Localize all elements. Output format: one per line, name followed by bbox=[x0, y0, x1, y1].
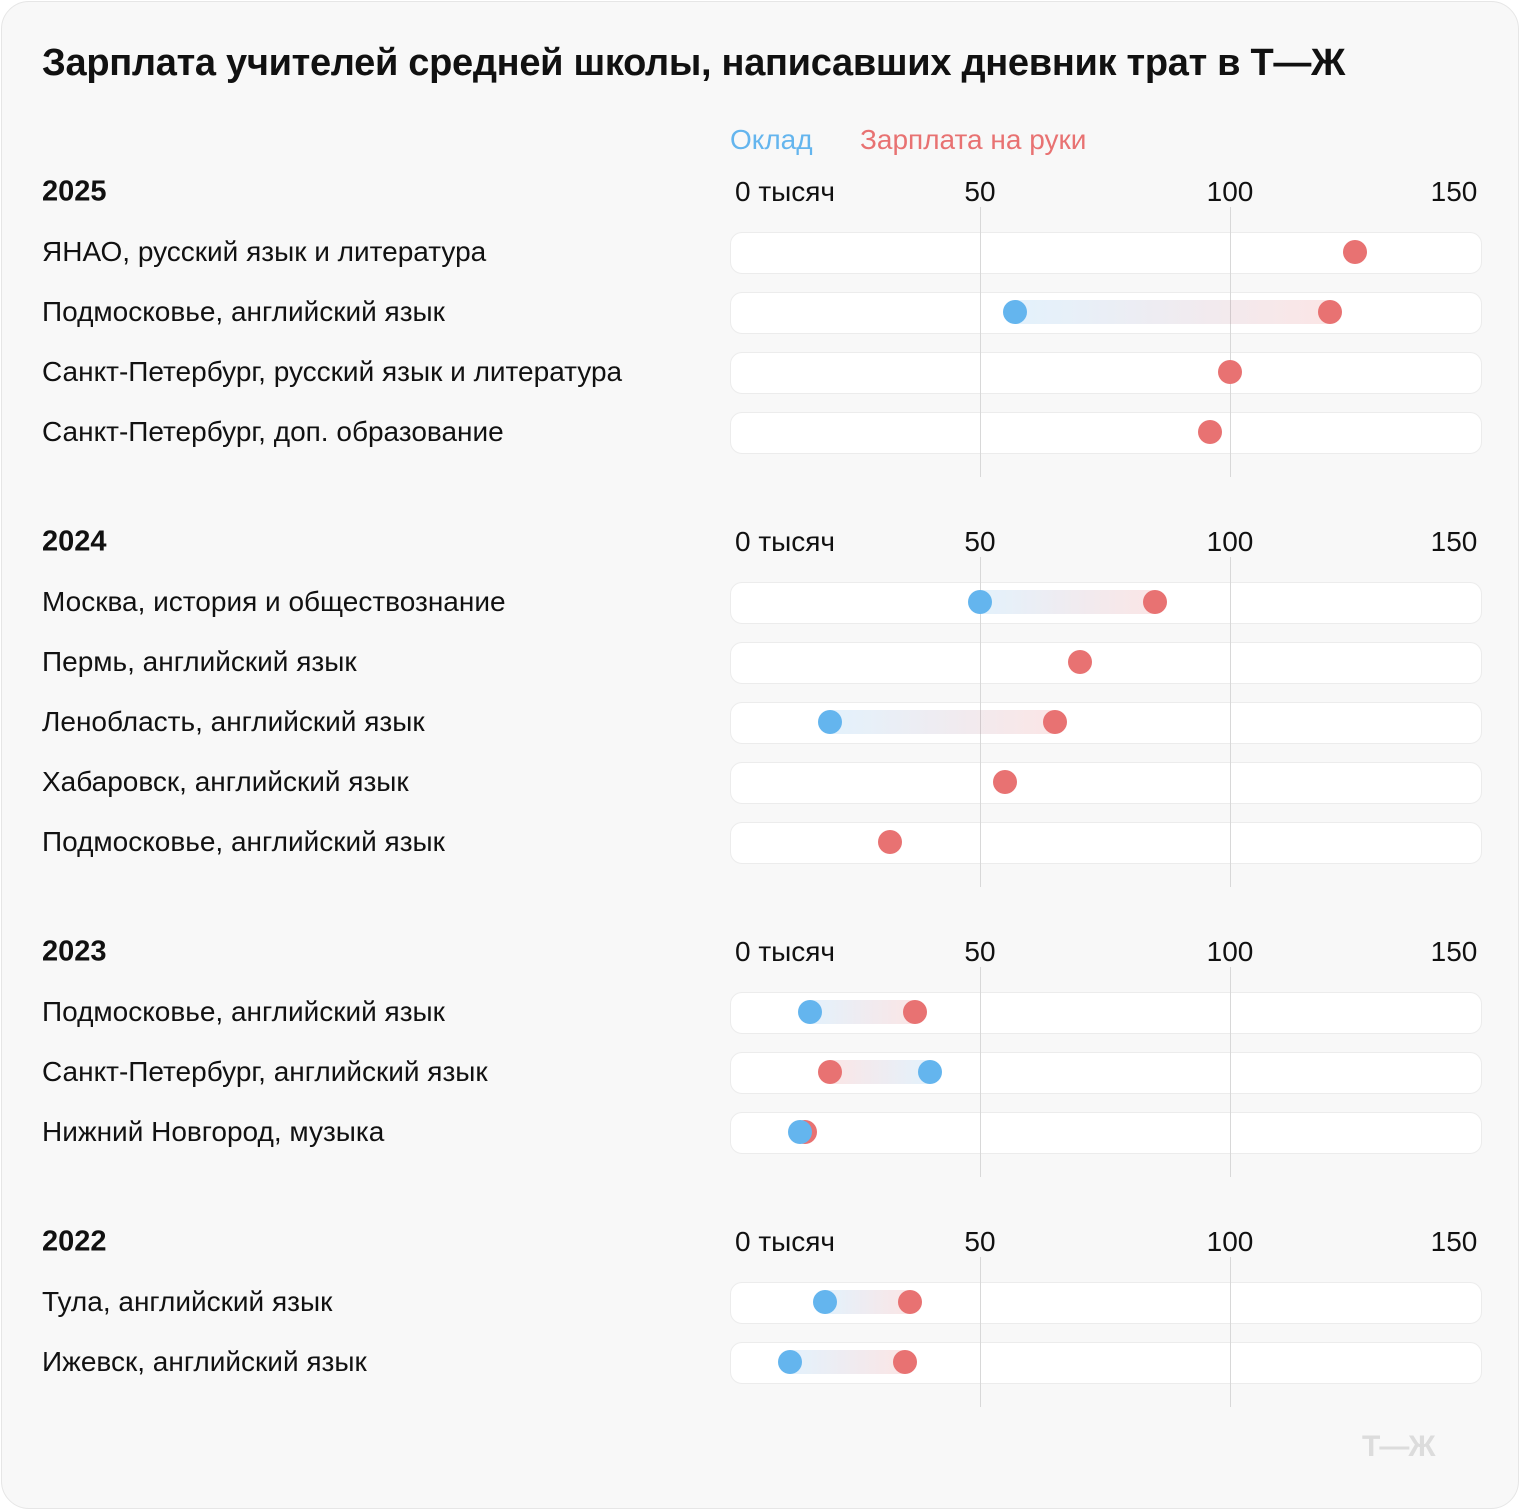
row-label: Ленобласть, английский язык bbox=[42, 706, 425, 737]
row-track bbox=[730, 352, 1482, 394]
legend-oklad: Оклад bbox=[730, 124, 813, 155]
row-label: Пермь, английский язык bbox=[42, 646, 357, 677]
tj-logo: Т—Ж bbox=[1362, 1430, 1435, 1463]
row-track bbox=[730, 292, 1482, 334]
row-track bbox=[730, 412, 1482, 454]
row-label: Санкт-Петербург, английский язык bbox=[42, 1056, 488, 1087]
x-tick-label: 100 bbox=[1206, 1226, 1254, 1257]
row-label: Москва, история и обществознание bbox=[42, 586, 506, 617]
take-home-dot bbox=[993, 770, 1017, 794]
take-home-dot bbox=[898, 1290, 922, 1314]
group-year: 2022 bbox=[42, 1225, 107, 1258]
row-track bbox=[730, 1112, 1482, 1154]
take-home-dot bbox=[893, 1350, 917, 1374]
range-bar bbox=[790, 1350, 905, 1374]
x-tick-label: 100 bbox=[1206, 936, 1254, 967]
row-track bbox=[730, 762, 1482, 804]
range-bar bbox=[825, 1290, 910, 1314]
row-track bbox=[730, 822, 1482, 864]
row-label: Тула, английский язык bbox=[42, 1286, 333, 1317]
chart-title: Зарплата учителей средней школы, написав… bbox=[42, 42, 1346, 84]
base-salary-dot bbox=[813, 1290, 837, 1314]
take-home-dot bbox=[1343, 240, 1367, 264]
take-home-dot bbox=[1318, 300, 1342, 324]
row-label: ЯНАО, русский язык и литература bbox=[42, 236, 487, 267]
range-bar bbox=[980, 590, 1155, 614]
take-home-dot bbox=[1043, 710, 1067, 734]
row-track bbox=[730, 642, 1482, 684]
row-label: Санкт-Петербург, доп. образование bbox=[42, 416, 504, 447]
take-home-dot bbox=[1068, 650, 1092, 674]
x-tick-label: 0 тысяч bbox=[734, 526, 836, 557]
gridline bbox=[980, 1257, 981, 1407]
group-year: 2025 bbox=[42, 175, 107, 208]
base-salary-dot bbox=[788, 1120, 812, 1144]
row-track bbox=[730, 232, 1482, 274]
gridline bbox=[1230, 1257, 1231, 1407]
row-label: Хабаровск, английский язык bbox=[42, 766, 409, 797]
row-label: Подмосковье, английский язык bbox=[42, 996, 445, 1027]
base-salary-dot bbox=[1003, 300, 1027, 324]
row-track bbox=[730, 582, 1482, 624]
legend-na-ruki: Зарплата на руки bbox=[860, 124, 1087, 155]
x-tick-label: 50 bbox=[964, 176, 996, 207]
row-track bbox=[730, 1342, 1482, 1384]
x-tick-label: 50 bbox=[964, 1226, 996, 1257]
row-label: Подмосковье, английский язык bbox=[42, 826, 445, 857]
base-salary-dot bbox=[918, 1060, 942, 1084]
group-year: 2023 bbox=[42, 935, 107, 968]
x-tick-label: 150 bbox=[1430, 526, 1478, 557]
x-tick-label: 0 тысяч bbox=[734, 936, 836, 967]
row-track bbox=[730, 992, 1482, 1034]
row-label: Санкт-Петербург, русский язык и литерату… bbox=[42, 356, 623, 387]
gridline bbox=[1230, 967, 1231, 1177]
base-salary-dot bbox=[968, 590, 992, 614]
row-label: Ижевск, английский язык bbox=[42, 1346, 367, 1377]
take-home-dot bbox=[878, 830, 902, 854]
base-salary-dot bbox=[778, 1350, 802, 1374]
base-salary-dot bbox=[818, 710, 842, 734]
x-tick-label: 0 тысяч bbox=[734, 176, 836, 207]
range-bar bbox=[830, 710, 1055, 734]
gridline bbox=[1230, 557, 1231, 887]
x-tick-label: 150 bbox=[1430, 936, 1478, 967]
row-track bbox=[730, 702, 1482, 744]
range-bar bbox=[810, 1000, 915, 1024]
x-tick-label: 100 bbox=[1206, 176, 1254, 207]
range-bar bbox=[1015, 300, 1330, 324]
take-home-dot bbox=[818, 1060, 842, 1084]
x-tick-label: 150 bbox=[1430, 1226, 1478, 1257]
x-tick-label: 100 bbox=[1206, 526, 1254, 557]
gridline bbox=[980, 557, 981, 887]
row-track bbox=[730, 1282, 1482, 1324]
take-home-dot bbox=[903, 1000, 927, 1024]
take-home-dot bbox=[1198, 420, 1222, 444]
row-track bbox=[730, 1052, 1482, 1094]
gridline bbox=[1230, 207, 1231, 477]
take-home-dot bbox=[1143, 590, 1167, 614]
row-label: Нижний Новгород, музыка bbox=[42, 1116, 385, 1147]
x-tick-label: 150 bbox=[1430, 176, 1478, 207]
x-tick-label: 0 тысяч bbox=[734, 1226, 836, 1257]
group-year: 2024 bbox=[42, 525, 107, 558]
x-tick-label: 50 bbox=[964, 526, 996, 557]
gridline bbox=[980, 207, 981, 477]
range-bar bbox=[830, 1060, 930, 1084]
row-label: Подмосковье, английский язык bbox=[42, 296, 445, 327]
x-tick-label: 50 bbox=[964, 936, 996, 967]
gridline bbox=[980, 967, 981, 1177]
take-home-dot bbox=[1218, 360, 1242, 384]
base-salary-dot bbox=[798, 1000, 822, 1024]
